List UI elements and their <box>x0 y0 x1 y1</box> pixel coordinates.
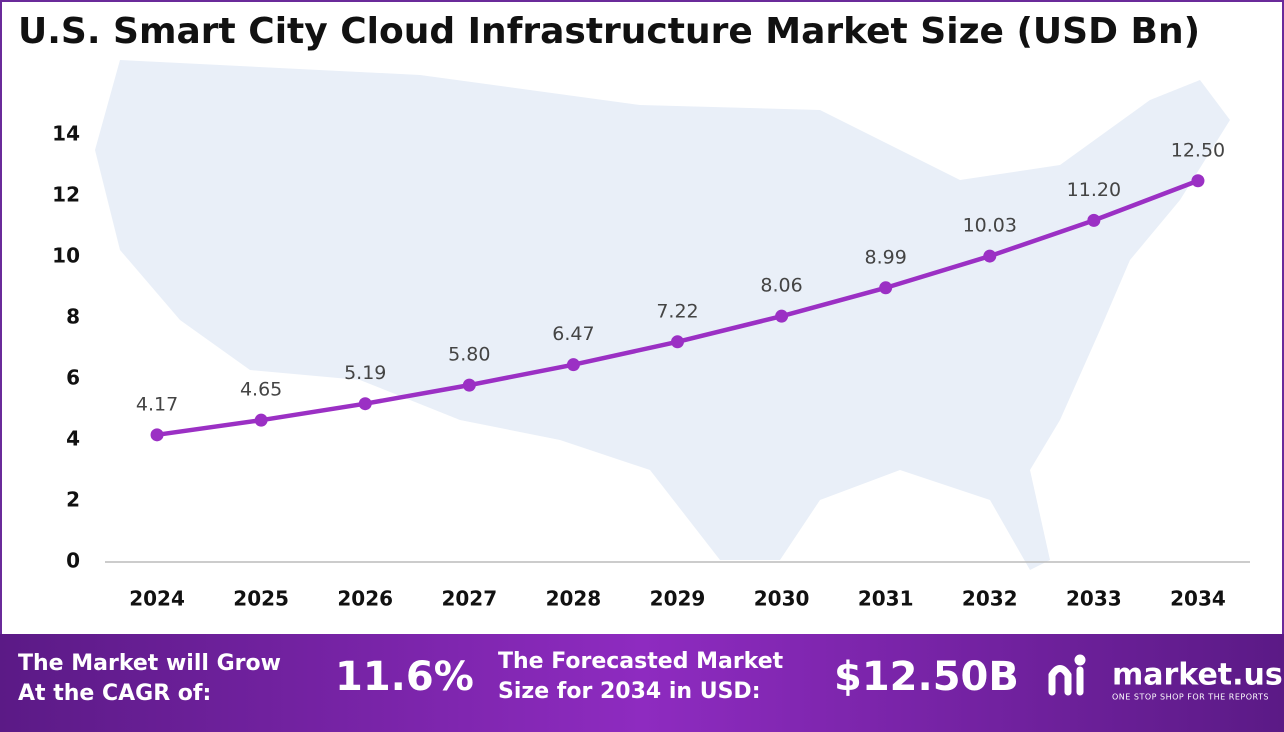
value-label: 12.50 <box>1171 139 1225 161</box>
value-label: 6.47 <box>552 323 594 345</box>
tagline: ONE STOP SHOP FOR THE REPORTS <box>1112 693 1269 702</box>
x-tick-label: 2024 <box>129 587 185 611</box>
marker <box>983 249 997 263</box>
value-label: 10.03 <box>963 215 1017 237</box>
value-label: 4.65 <box>240 379 282 401</box>
marker <box>462 378 476 392</box>
marker <box>150 428 164 442</box>
footer-text: The Forecasted Market <box>498 649 784 674</box>
y-tick-label: 6 <box>66 366 80 390</box>
chart-title: U.S. Smart City Cloud Infrastructure Mar… <box>18 11 1200 52</box>
value-label: 5.19 <box>344 362 386 384</box>
x-tick-label: 2034 <box>1170 587 1226 611</box>
marker <box>358 397 372 411</box>
marker <box>566 358 580 372</box>
value-label: 8.99 <box>865 246 907 268</box>
x-tick-label: 2031 <box>858 587 914 611</box>
x-tick-label: 2029 <box>650 587 706 611</box>
marker <box>775 309 789 323</box>
y-tick-label: 0 <box>66 549 80 573</box>
y-tick-label: 12 <box>52 183 80 207</box>
value-label: 11.20 <box>1067 179 1121 201</box>
footer-value: $12.50B <box>834 654 1019 700</box>
logo-icon <box>1048 654 1086 696</box>
footer-text: The Market will Grow <box>18 651 281 676</box>
x-tick-label: 2025 <box>233 587 289 611</box>
y-tick-label: 8 <box>66 305 80 329</box>
footer-text: Size for 2034 in USD: <box>498 679 761 704</box>
x-tick-label: 2027 <box>441 587 497 611</box>
y-tick-label: 4 <box>66 427 80 451</box>
x-tick-label: 2026 <box>337 587 393 611</box>
value-label: 5.80 <box>448 344 490 366</box>
value-label: 8.06 <box>760 275 802 297</box>
marker <box>254 413 268 427</box>
footer-value: 11.6% <box>335 654 474 700</box>
brand: market.us <box>1112 658 1283 693</box>
marker <box>1191 174 1205 188</box>
x-tick-label: 2033 <box>1066 587 1122 611</box>
x-tick-label: 2032 <box>962 587 1018 611</box>
x-tick-label: 2030 <box>754 587 810 611</box>
value-label: 4.17 <box>136 393 178 415</box>
y-tick-label: 10 <box>52 244 80 268</box>
y-tick-label: 2 <box>66 488 80 512</box>
y-tick-label: 14 <box>52 122 80 146</box>
value-label: 7.22 <box>656 300 698 322</box>
marker <box>1087 213 1101 227</box>
x-tick-label: 2028 <box>546 587 602 611</box>
marker <box>671 335 684 349</box>
marker <box>879 281 893 295</box>
footer-text: At the CAGR of: <box>18 681 211 706</box>
map-background <box>95 60 1230 570</box>
